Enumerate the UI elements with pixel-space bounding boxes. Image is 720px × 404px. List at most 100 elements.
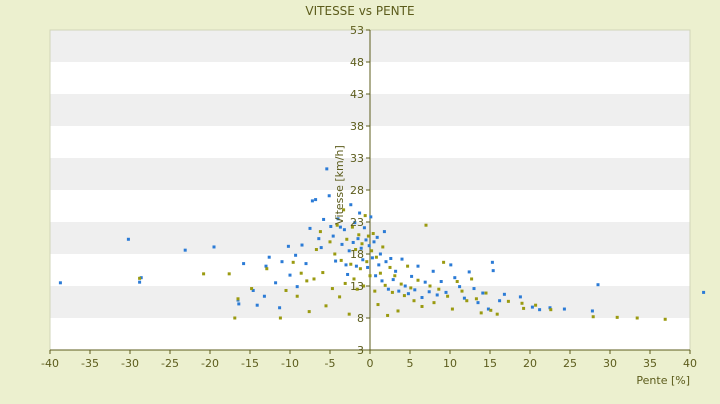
data-point: [262, 294, 266, 298]
data-point: [372, 240, 376, 244]
data-point: [233, 316, 237, 320]
data-point: [356, 237, 360, 241]
data-point: [432, 301, 436, 305]
data-point: [635, 316, 639, 320]
data-point: [377, 263, 381, 267]
data-point: [427, 290, 431, 294]
x-tick-label: -15: [241, 357, 259, 370]
data-point: [383, 283, 387, 287]
data-point: [202, 272, 206, 276]
data-point: [467, 270, 471, 274]
data-point: [335, 223, 339, 227]
data-point: [354, 264, 358, 268]
data-point: [250, 287, 254, 291]
data-point: [294, 253, 298, 257]
data-point: [538, 308, 542, 312]
data-point: [343, 281, 347, 285]
data-point: [400, 257, 404, 261]
data-point: [472, 287, 476, 291]
data-point: [338, 295, 342, 299]
data-point: [388, 265, 392, 269]
data-point: [278, 306, 282, 310]
data-point: [338, 225, 342, 229]
data-point: [314, 198, 318, 202]
data-point: [357, 233, 361, 237]
data-point: [474, 297, 478, 301]
data-point: [458, 285, 462, 289]
data-point: [328, 240, 332, 244]
data-point: [476, 301, 480, 305]
data-point: [212, 245, 216, 249]
data-point: [396, 309, 400, 313]
data-point: [319, 246, 323, 250]
data-point: [358, 211, 362, 215]
data-point: [295, 294, 299, 298]
data-point: [465, 299, 469, 303]
data-point: [479, 311, 483, 315]
data-point: [437, 287, 441, 291]
data-point: [486, 307, 490, 311]
data-point: [534, 303, 538, 307]
data-point: [361, 258, 365, 262]
data-point: [380, 279, 384, 283]
data-point: [453, 276, 457, 280]
data-point: [242, 262, 246, 266]
data-point: [446, 294, 450, 298]
data-point: [409, 286, 413, 290]
data-point: [522, 306, 526, 310]
data-point: [308, 226, 312, 230]
data-point: [364, 238, 368, 242]
data-point: [374, 255, 378, 259]
data-point: [444, 290, 448, 294]
axes: [49, 29, 691, 354]
data-point: [345, 237, 349, 241]
x-tick-label: 15: [483, 357, 497, 370]
data-point: [325, 167, 329, 171]
data-point: [322, 217, 326, 221]
data-point: [489, 308, 493, 312]
data-point: [237, 302, 241, 306]
x-tick-label: -25: [161, 357, 179, 370]
data-point: [305, 279, 309, 283]
data-point: [370, 256, 374, 260]
data-point: [393, 274, 397, 278]
data-point: [562, 307, 566, 311]
data-point: [410, 274, 414, 278]
data-point: [402, 294, 406, 298]
x-tick-label: 30: [603, 357, 617, 370]
data-point: [460, 289, 464, 293]
data-point: [317, 237, 321, 241]
data-point: [265, 267, 269, 271]
data-point: [416, 264, 420, 268]
data-point: [386, 313, 390, 317]
data-point: [403, 284, 407, 288]
x-tick-label: -20: [201, 357, 219, 370]
x-tick-label: -35: [81, 357, 99, 370]
x-tick-label: 5: [407, 357, 414, 370]
y-tick-label: 53: [350, 24, 364, 37]
data-point: [498, 299, 502, 303]
data-point: [347, 312, 351, 316]
data-point: [397, 289, 401, 293]
data-point: [363, 214, 367, 218]
data-point: [344, 263, 348, 267]
y-tick-label: 38: [350, 120, 364, 133]
data-point: [358, 267, 362, 271]
data-point: [236, 297, 240, 301]
data-point: [420, 304, 424, 308]
chart-title: VITESSE vs PENTE: [305, 4, 414, 18]
data-point: [375, 235, 379, 239]
y-axis-label: Vitesse [km/h]: [333, 145, 346, 225]
data-point: [264, 264, 268, 268]
data-point: [342, 208, 346, 212]
x-tick-label: 20: [523, 357, 537, 370]
data-point: [491, 269, 495, 273]
data-point: [280, 260, 284, 264]
y-tick-label: 43: [350, 88, 364, 101]
data-point: [139, 276, 143, 280]
data-point: [355, 287, 359, 291]
data-point: [413, 288, 417, 292]
data-point: [334, 259, 338, 263]
y-tick-label: 48: [350, 56, 364, 69]
